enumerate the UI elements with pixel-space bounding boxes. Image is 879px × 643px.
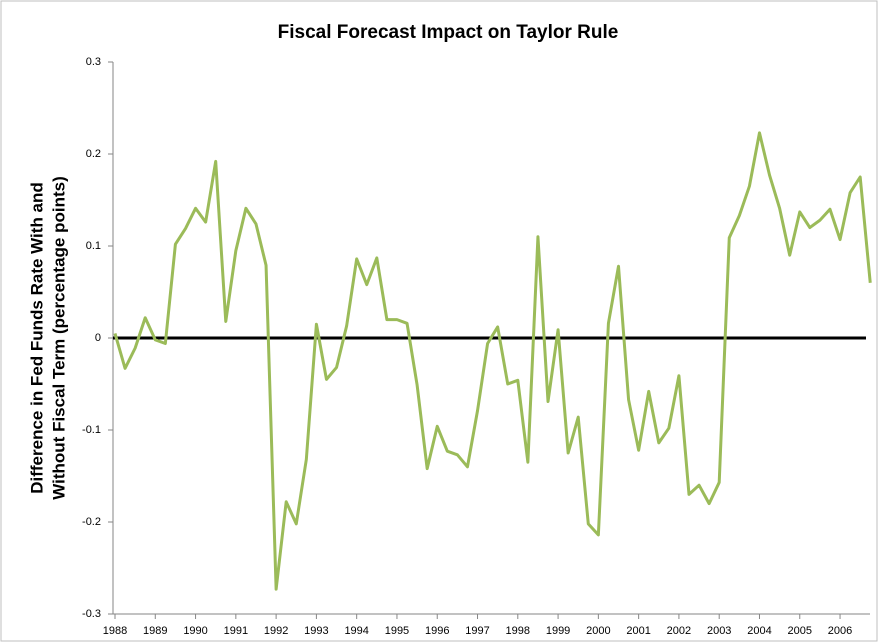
x-tick-label: 1998: [506, 625, 530, 637]
x-tick-label: 1995: [385, 625, 409, 637]
y-tick-label: 0.3: [86, 56, 101, 68]
x-tick-label: 1992: [264, 625, 288, 637]
x-tick-label: 2006: [828, 625, 852, 637]
y-label-line: Without Fiscal Term (percentage points): [49, 176, 68, 500]
y-axis-label: Difference in Fed Funds Rate With and Wi…: [27, 176, 68, 500]
x-tick-label: 1994: [344, 625, 368, 637]
y-tick-label: 0.1: [86, 240, 101, 252]
x-tick-label: 1993: [304, 625, 328, 637]
x-tick-label: 2001: [626, 625, 650, 637]
x-tick-label: 2000: [586, 625, 610, 637]
x-tick-label: 2004: [747, 625, 771, 637]
x-tick-label: 1999: [546, 625, 570, 637]
x-tick-label: 1990: [183, 625, 207, 637]
x-tick-label: 1997: [465, 625, 489, 637]
x-tick-label: 2003: [707, 625, 731, 637]
x-tick-label: 1996: [425, 625, 449, 637]
y-label-line: Difference in Fed Funds Rate With and: [27, 182, 46, 494]
x-tick-label: 2005: [788, 625, 812, 637]
y-tick-label: -0.2: [82, 516, 101, 528]
x-tick-label: 1988: [103, 625, 127, 637]
y-tick-label: -0.3: [82, 608, 101, 620]
y-tick-label: -0.1: [82, 424, 101, 436]
x-tick-label: 1989: [143, 625, 167, 637]
chart-title: Fiscal Forecast Impact on Taylor Rule: [278, 22, 619, 43]
data-line: [113, 131, 872, 591]
x-tick-label: 2002: [667, 625, 691, 637]
y-tick-label: 0: [95, 332, 101, 344]
x-tick-label: 1991: [224, 625, 248, 637]
y-tick-label: 0.2: [86, 148, 101, 160]
